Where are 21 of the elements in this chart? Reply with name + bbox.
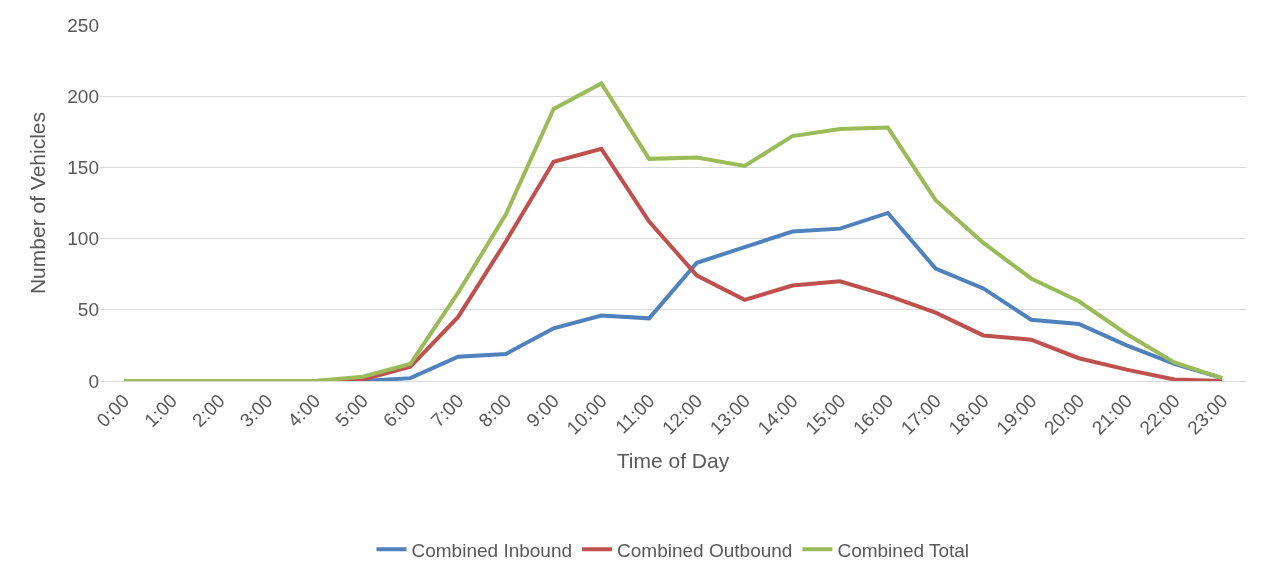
legend-label: Combined Outbound (617, 539, 793, 561)
x-tick-label: 4:00 (283, 390, 325, 431)
y-tick-label: 250 (67, 14, 99, 36)
x-tick-label: 9:00 (522, 390, 564, 431)
y-tick-label: 100 (67, 228, 99, 250)
legend-label: Combined Inbound (411, 539, 573, 561)
y-axis-title: Number of Vehicles (26, 111, 50, 295)
line-series (121, 81, 1225, 381)
y-tick-label: 150 (67, 157, 99, 179)
y-tick-label: 200 (67, 85, 99, 107)
x-tick-label: 1:00 (140, 390, 182, 431)
y-tick-label: 50 (77, 299, 99, 321)
x-axis-title: Time of Day (616, 448, 730, 472)
y-tick-label: 0 (88, 370, 99, 392)
x-tick-label: 0:00 (92, 390, 134, 431)
x-tick-label: 3:00 (235, 390, 277, 431)
x-tick-label: 8:00 (474, 390, 516, 431)
x-tick-label: 5:00 (331, 390, 373, 431)
legend-label: Combined Total (837, 539, 970, 561)
x-tick-label: 6:00 (378, 390, 420, 431)
x-tick-label: 7:00 (426, 390, 468, 431)
